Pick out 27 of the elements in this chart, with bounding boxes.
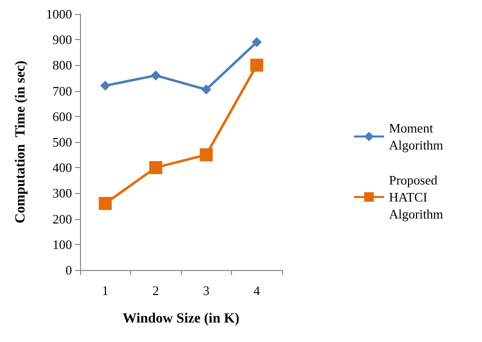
x-tick-label: 2 <box>152 283 159 298</box>
point <box>200 148 213 162</box>
point <box>250 58 264 72</box>
point <box>100 80 110 91</box>
y-tick-label: 200 <box>52 211 72 226</box>
y-tick-label: 500 <box>52 134 72 150</box>
y-tick-label: 600 <box>52 108 72 124</box>
x-axis-title: Window Size (in K) <box>122 312 240 326</box>
y-tick-label: 1000 <box>46 6 72 22</box>
point <box>150 70 161 80</box>
y-tick-label: 100 <box>52 236 72 252</box>
y-tick-label: 0 <box>66 262 72 278</box>
point <box>201 84 212 95</box>
point <box>149 161 162 174</box>
legend-label: Moment Algorithm <box>389 120 444 152</box>
y-tick-label: 400 <box>52 160 72 176</box>
legend-label: Proposed HATCI Algorithm <box>389 172 444 222</box>
point <box>252 37 262 48</box>
point <box>98 196 112 210</box>
y-tick-label: 900 <box>52 32 72 48</box>
y-tick-label: 300 <box>52 186 72 201</box>
x-tick-label: 4 <box>254 283 260 298</box>
y-axis-title: Computation Time (in sec) <box>14 60 28 224</box>
y-tick-label: 700 <box>52 83 72 98</box>
y-tick-label: 800 <box>52 58 72 73</box>
x-tick-label: 3 <box>203 283 210 298</box>
x-tick-label: 1 <box>102 283 108 298</box>
